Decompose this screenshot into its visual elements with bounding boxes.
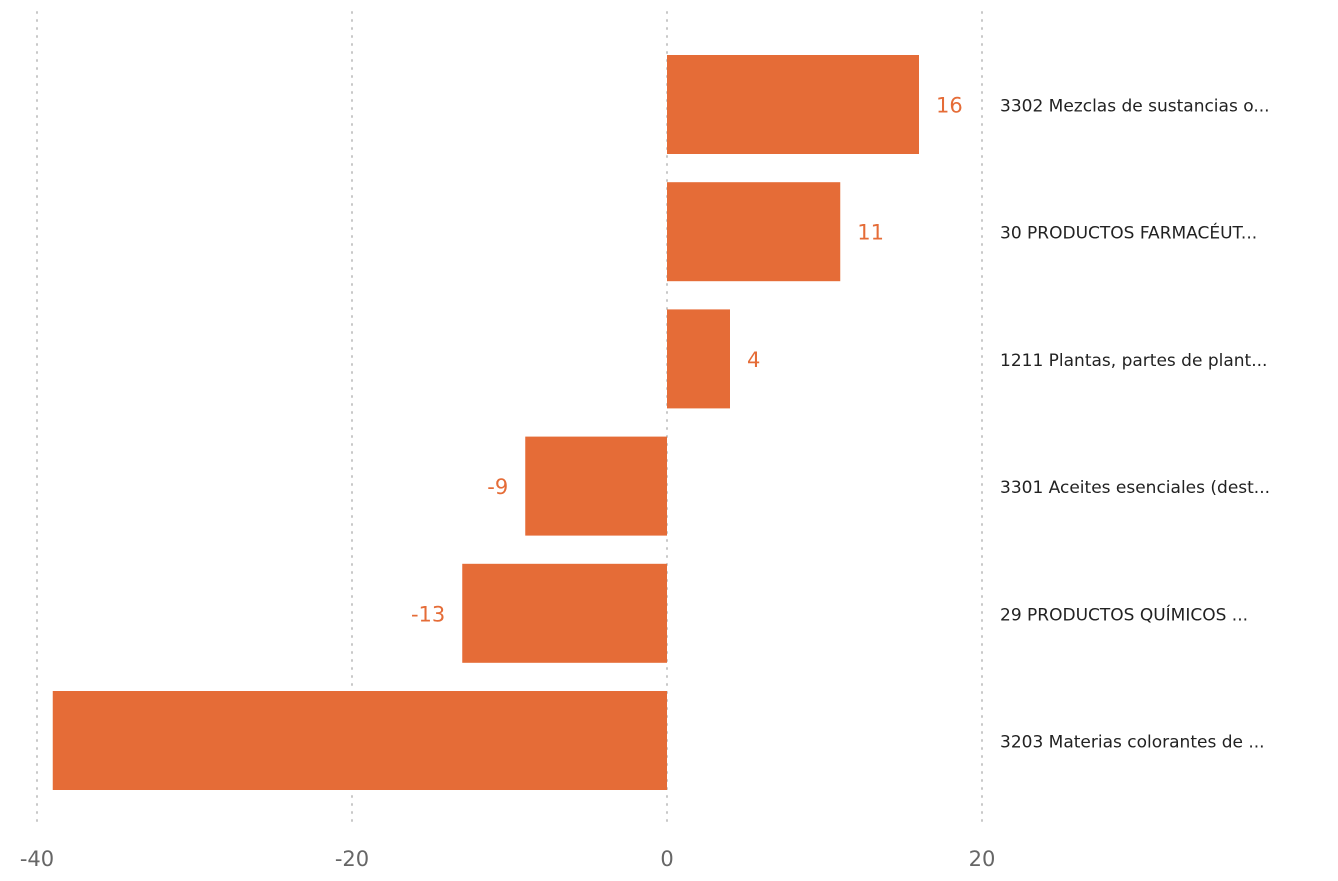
data-label: 4 xyxy=(747,348,760,372)
x-tick-label: 20 xyxy=(969,847,996,871)
category-label: 3301 Aceites esenciales (dest... xyxy=(1000,478,1270,498)
x-tick-label: -20 xyxy=(335,847,369,871)
data-labels: 16 11 4 -9 -13 xyxy=(411,94,963,627)
data-label: -9 xyxy=(487,475,508,499)
category-label: 29 PRODUCTOS QUÍMICOS ... xyxy=(1000,603,1248,625)
data-label: 16 xyxy=(936,94,963,118)
bar xyxy=(525,436,667,536)
bar xyxy=(667,182,841,282)
bar xyxy=(667,55,919,154)
category-label: 30 PRODUCTOS FARMACÉUT... xyxy=(1000,222,1257,244)
category-label: 1211 Plantas, partes de plant... xyxy=(1000,351,1267,371)
category-label: 3203 Materias colorantes de ... xyxy=(1000,733,1265,753)
bar xyxy=(462,563,667,663)
x-tick-label: -40 xyxy=(20,847,54,871)
category-label: 3302 Mezclas de sustancias o... xyxy=(1000,97,1270,117)
x-axis-tick-labels: -40 -20 0 20 xyxy=(20,847,996,871)
category-labels: 3302 Mezclas de sustancias o... 30 PRODUC… xyxy=(1000,97,1270,753)
bar xyxy=(52,691,667,790)
data-label: 11 xyxy=(857,221,884,245)
bar xyxy=(667,309,730,409)
x-tick-label: 0 xyxy=(660,847,673,871)
bars xyxy=(52,55,919,790)
data-label: -13 xyxy=(411,602,445,626)
